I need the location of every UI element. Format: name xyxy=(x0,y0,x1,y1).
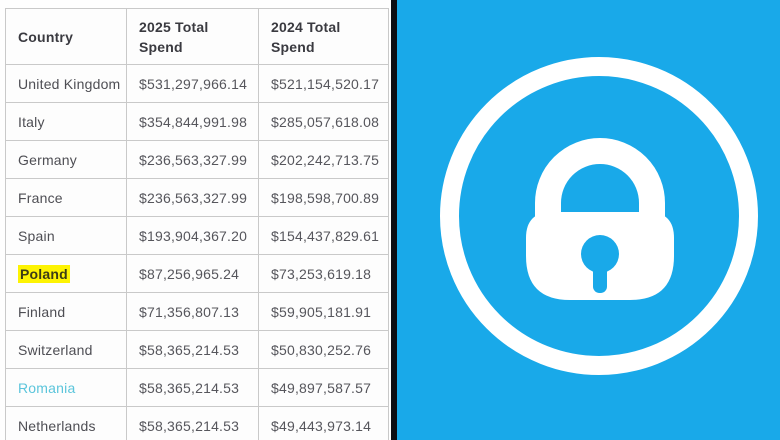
country-cell: Spain xyxy=(5,216,127,255)
country-cell: Finland xyxy=(5,292,127,331)
panel-divider xyxy=(391,0,397,440)
spend-2024-cell: $50,830,252.76 xyxy=(258,330,389,369)
country-cell: United Kingdom xyxy=(5,64,127,103)
spend-report-panel: Country 2025 Total Spend 2024 Total Spen… xyxy=(5,8,389,440)
spend-2025-cell: $531,297,966.14 xyxy=(126,64,259,103)
header-2024-total-spend: 2024 Total Spend xyxy=(258,8,389,65)
country-label: Spain xyxy=(18,227,55,244)
spend-2024-cell: $285,057,618.08 xyxy=(258,102,389,141)
table-row: United Kingdom $531,297,966.14 $521,154,… xyxy=(5,64,389,103)
table-row: Poland $87,256,965.24 $73,253,619.18 xyxy=(5,254,389,293)
table-row: Romania $58,365,214.53 $49,897,587.57 xyxy=(5,368,389,407)
country-label: Poland xyxy=(18,264,70,283)
spend-2025-cell: $87,256,965.24 xyxy=(126,254,259,293)
keyhole-stem-icon xyxy=(593,260,607,293)
spend-2025-cell: $236,563,327.99 xyxy=(126,178,259,217)
circle-ring xyxy=(440,57,758,375)
table-row: Spain $193,904,367.20 $154,437,829.61 xyxy=(5,216,389,255)
country-label: Germany xyxy=(18,151,77,168)
country-cell: France xyxy=(5,178,127,217)
table-row: Netherlands $58,365,214.53 $49,443,973.1… xyxy=(5,406,389,440)
country-spend-table: Country 2025 Total Spend 2024 Total Spen… xyxy=(5,8,389,440)
spend-2025-cell: $193,904,367.20 xyxy=(126,216,259,255)
table-row: Germany $236,563,327.99 $202,242,713.75 xyxy=(5,140,389,179)
country-link[interactable]: Romania xyxy=(18,379,76,396)
spend-2025-cell: $354,844,991.98 xyxy=(126,102,259,141)
spend-2025-cell: $71,356,807.13 xyxy=(126,292,259,331)
spend-2024-cell: $154,437,829.61 xyxy=(258,216,389,255)
keyhole-circle-icon xyxy=(581,235,619,273)
header-2025-total-spend: 2025 Total Spend xyxy=(126,8,259,65)
table-header: Country 2025 Total Spend 2024 Total Spen… xyxy=(5,8,389,65)
country-cell: Romania xyxy=(5,368,127,407)
country-cell: Italy xyxy=(5,102,127,141)
country-label: Finland xyxy=(18,303,66,320)
country-label: Netherlands xyxy=(18,417,96,434)
lock-shackle xyxy=(535,138,665,218)
country-label: Switzerland xyxy=(18,341,93,358)
spend-2024-cell: $59,905,181.91 xyxy=(258,292,389,331)
country-label: France xyxy=(18,189,63,206)
padlock-in-circle-icon xyxy=(440,57,758,375)
spend-2024-cell: $198,598,700.89 xyxy=(258,178,389,217)
spend-2024-cell: $49,897,587.57 xyxy=(258,368,389,407)
spend-2025-cell: $236,563,327.99 xyxy=(126,140,259,179)
spend-2024-cell: $202,242,713.75 xyxy=(258,140,389,179)
country-cell: Netherlands xyxy=(5,406,127,440)
header-row: Country 2025 Total Spend 2024 Total Spen… xyxy=(5,8,389,65)
spend-2024-cell: $521,154,520.17 xyxy=(258,64,389,103)
spend-2024-cell: $73,253,619.18 xyxy=(258,254,389,293)
table-row: Finland $71,356,807.13 $59,905,181.91 xyxy=(5,292,389,331)
spend-2025-cell: $58,365,214.53 xyxy=(126,330,259,369)
country-cell: Switzerland xyxy=(5,330,127,369)
country-label: United Kingdom xyxy=(18,75,121,92)
locked-content-panel xyxy=(397,0,780,440)
table-row: France $236,563,327.99 $198,598,700.89 xyxy=(5,178,389,217)
table-row: Switzerland $58,365,214.53 $50,830,252.7… xyxy=(5,330,389,369)
spend-table-body: United Kingdom $531,297,966.14 $521,154,… xyxy=(5,64,389,440)
country-label: Italy xyxy=(18,113,45,130)
country-cell: Germany xyxy=(5,140,127,179)
table-row: Italy $354,844,991.98 $285,057,618.08 xyxy=(5,102,389,141)
country-cell: Poland xyxy=(5,254,127,293)
header-country: Country xyxy=(5,8,127,65)
spend-2025-cell: $58,365,214.53 xyxy=(126,406,259,440)
spend-2024-cell: $49,443,973.14 xyxy=(258,406,389,440)
spend-2025-cell: $58,365,214.53 xyxy=(126,368,259,407)
